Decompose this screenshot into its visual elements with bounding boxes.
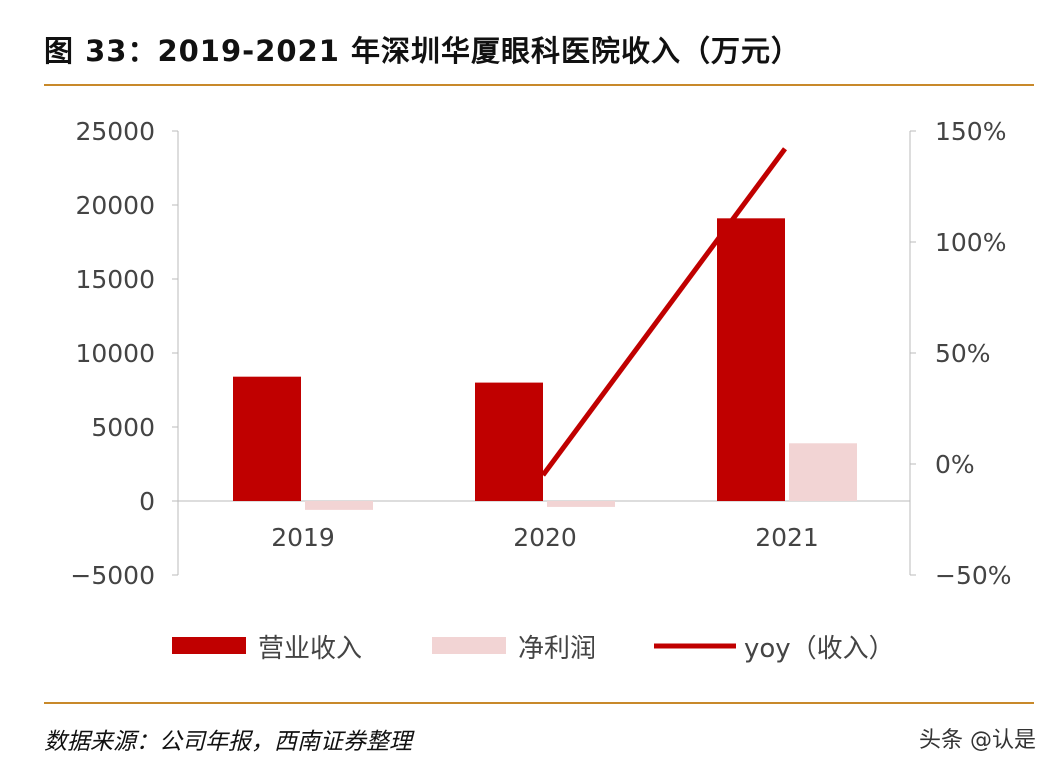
bar-净利润-2020 — [547, 501, 615, 507]
right-tick-label: 50% — [935, 339, 991, 368]
left-tick-label: 0 — [139, 487, 155, 516]
left-tick-label: 5000 — [91, 413, 155, 442]
bar-营业收入-2021 — [717, 218, 785, 501]
bar-营业收入-2020 — [475, 382, 543, 501]
legend-swatch — [172, 637, 246, 654]
watermark: 头条 @认是 — [919, 728, 1036, 753]
left-tick-label: 20000 — [75, 191, 155, 220]
bar-营业收入-2019 — [233, 376, 301, 501]
yoy-line — [540, 147, 788, 477]
legend-swatch — [432, 637, 506, 654]
right-tick-label: 100% — [935, 228, 1006, 257]
right-tick-label: 0% — [935, 450, 975, 479]
chart-title: 图 33：2019-2021 年深圳华厦眼科医院收入（万元） — [44, 34, 802, 68]
source-note: 数据来源：公司年报，西南证券整理 — [44, 729, 412, 755]
left-tick-label: 10000 — [75, 339, 155, 368]
legend-label: yoy（收入） — [744, 634, 895, 664]
legend-label: 净利润 — [518, 634, 596, 664]
left-tick-label: 25000 — [75, 117, 155, 146]
bottom-rule — [44, 702, 1034, 704]
x-tick-label: 2020 — [513, 523, 577, 552]
left-tick-label: −5000 — [70, 561, 155, 590]
legend-label: 营业收入 — [258, 634, 362, 664]
left-tick-label: 15000 — [75, 265, 155, 294]
top-rule — [44, 84, 1034, 86]
bar-净利润-2021 — [789, 443, 857, 501]
x-tick-label: 2019 — [271, 523, 335, 552]
right-tick-label: −50% — [935, 561, 1012, 590]
right-tick-label: 150% — [935, 117, 1006, 146]
bar-净利润-2019 — [305, 501, 373, 510]
x-tick-label: 2021 — [755, 523, 819, 552]
